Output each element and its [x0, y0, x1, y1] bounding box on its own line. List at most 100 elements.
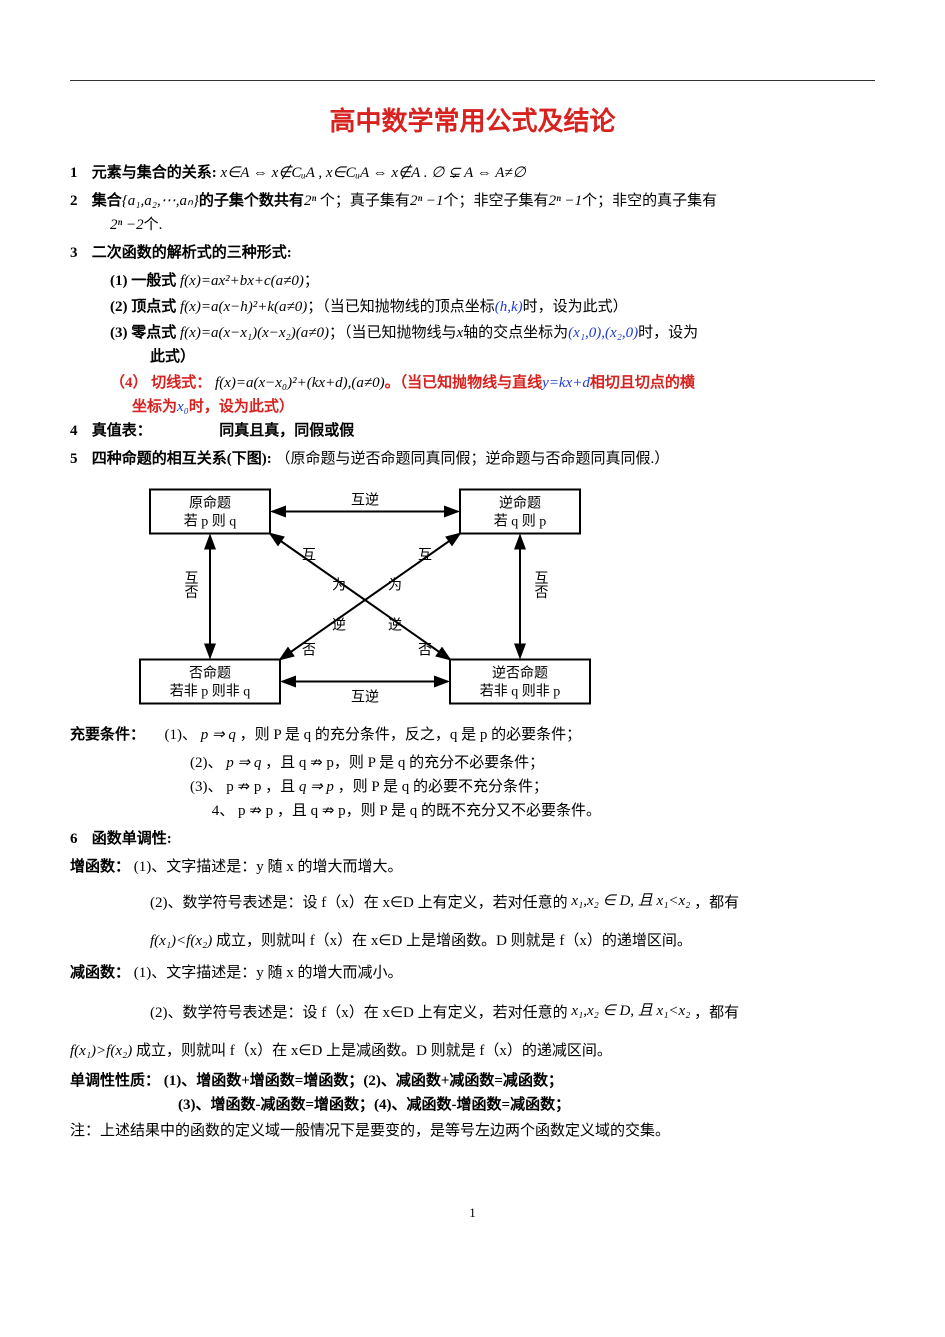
s3p2-coord: (h,k): [495, 299, 523, 315]
svg-text:逆否命题: 逆否命题: [492, 664, 548, 681]
s3p4-n: （4）: [110, 375, 148, 391]
svg-text:互逆: 互逆: [351, 492, 379, 508]
sec2-t3: 个；非空子集有: [444, 193, 549, 209]
dec-p3: f(x₁)>f(x₂) 成立，则就叫 f（x）在 x∈D 上是减函数。D 则就是…: [70, 1039, 875, 1063]
dec-p2e: x₁,x₂ ∈ D, 且 x₁<x₂: [571, 1003, 690, 1019]
sec2-e1: 2ⁿ: [304, 193, 316, 209]
dec-label: 减函数：: [70, 965, 130, 981]
sec3-p4: （4） 切线式： f(x)=a(x−x₀)²+(kx+d),(a≠0)。（当已知…: [70, 371, 875, 419]
sec5-paren: (下图):: [227, 451, 272, 467]
svg-text:若 q 则 p: 若 q 则 p: [494, 513, 547, 529]
sec4-text: 同真且真，同假或假: [219, 423, 354, 439]
sec2-line2: 2ⁿ −2个.: [70, 213, 875, 237]
cond-l3n: (3)、: [190, 779, 223, 795]
s3p2-n: (2): [110, 299, 128, 315]
svg-text:原命题: 原命题: [189, 494, 231, 511]
sec5-label: 四种命题的相互关系: [92, 451, 227, 467]
s3p3-name: 零点式: [131, 325, 176, 341]
svg-text:若非 p 则非 q: 若非 p 则非 q: [170, 683, 251, 699]
cond-l1t: ，则 P 是 q 的充分条件，反之，q 是 p 的必要条件；: [240, 727, 582, 743]
s3p3-expr: f(x)=a(x−x₁)(x−x₂)(a≠0): [180, 325, 329, 341]
sec5-num: 5: [70, 447, 88, 471]
inc-p3t: 成立，则就叫 f（x）在 x∈D 上是增函数。D 则就是 f（x）的递增区间。: [216, 933, 692, 949]
proposition-diagram: 原命题 若 p 则 q 逆命题 若 q 则 p 否命题 若非 p 则非 q 逆否…: [130, 477, 610, 717]
node-original: 原命题 若 p 则 q: [150, 489, 270, 533]
sec1-label: 元素与集合的关系:: [92, 165, 217, 181]
svg-text:否命题: 否命题: [189, 664, 231, 681]
section-6: 6 函数单调性:: [70, 827, 875, 851]
svg-text:逆: 逆: [388, 617, 402, 633]
inc-p2b: ，都有: [694, 895, 739, 911]
s3p3-tail: ；（当已知抛物线与: [329, 325, 457, 341]
cond-head: 充要条件：: [70, 727, 145, 743]
cond-l3e2: q ⇒ p: [299, 779, 334, 795]
s3p2-tail: ；（当已知抛物线的顶点坐标: [307, 299, 495, 315]
svg-text:互: 互: [418, 548, 432, 563]
svg-text:互否: 互否: [533, 570, 549, 598]
s3p4-expr: f(x)=a(x−x₀)²+(kx+d),(a≠0): [215, 375, 385, 391]
svg-text:若非 q 则非 p: 若非 q 则非 p: [480, 683, 561, 699]
cond-l4t: ，且 q ⇏ p，则 P 是 q 的既不充分又不必要条件。: [277, 803, 601, 819]
prop-label: 单调性性质：: [70, 1073, 160, 1089]
sec3-head: 二次函数的解析式的三种形式:: [92, 245, 292, 261]
inc-p2a: (2)、数学符号表述是：设 f（x）在 x∈D 上有定义，若对任意的: [150, 895, 568, 911]
s3p4-tail4: 时，设为此式）: [189, 399, 294, 415]
svg-text:互: 互: [302, 548, 316, 563]
sec2-t4: 个；非空的真子集有: [582, 193, 717, 209]
sec3-p2: (2) 顶点式 f(x)=a(x−h)²+k(a≠0)；（当已知抛物线的顶点坐标…: [70, 295, 875, 319]
cond-l2: (2)、 p ⇒ q ，且 q ⇏ p，则 P 是 q 的充分不必要条件；: [70, 751, 875, 775]
node-converse: 逆命题 若 q 则 p: [460, 489, 580, 533]
s3p2-tail2: 时，设为此式）: [523, 299, 628, 315]
s3p2-expr: f(x)=a(x−h)²+k(a≠0): [180, 299, 307, 315]
svg-text:逆命题: 逆命题: [499, 494, 541, 511]
cond-l4n: 4、: [212, 803, 235, 819]
svg-text:互否: 互否: [183, 570, 199, 598]
sec2-l2a: 2ⁿ −2: [110, 217, 144, 233]
dec-p3e: f(x₁)>f(x₂): [70, 1043, 132, 1059]
cond-l1e: p ⇒ q: [201, 727, 236, 743]
s3p3-tail4: 此式）: [150, 349, 195, 365]
header-rule: [70, 80, 875, 81]
section-2: 2 集合{a₁,a₂,⋯,aₙ}的子集个数共有2ⁿ 个；真子集有2ⁿ −1个；非…: [70, 189, 875, 237]
cond-l2e: p ⇒ q: [226, 755, 261, 771]
page-title: 高中数学常用公式及结论: [70, 101, 875, 143]
s3p3-n: (3): [110, 325, 128, 341]
cond-l3: (3)、 p ⇏ p ，且 q ⇒ p ，则 P 是 q 的必要不充分条件；: [70, 775, 875, 799]
mono-prop: 单调性性质： (1)、增函数+增函数=增函数；(2)、减函数+减函数=减函数；: [70, 1069, 875, 1093]
s3p4-l2: 坐标为x₀时，设为此式）: [110, 395, 875, 419]
s3p3-tail4w: 此式）: [110, 345, 875, 369]
sec6-num: 6: [70, 827, 88, 851]
node-inverse: 否命题 若非 p 则非 q: [140, 659, 280, 703]
sec2-set: {a₁,a₂,⋯,aₙ}: [122, 193, 199, 209]
s3p4-tail2: 相切且切点的横: [590, 375, 695, 391]
s3p1-n: (1): [110, 273, 128, 289]
cond-l4: 4、 p ⇏ p ，且 q ⇏ p，则 P 是 q 的既不充分又不必要条件。: [70, 799, 875, 823]
node-contrapositive: 逆否命题 若非 q 则非 p: [450, 659, 590, 703]
sec6-head: 函数单调性:: [92, 831, 172, 847]
sec2-pre: 集合: [92, 193, 122, 209]
prop-l1: (1)、增函数+增函数=增函数；(2)、减函数+减函数=减函数；: [164, 1073, 563, 1089]
sec2-t1: 的子集个数共有: [199, 193, 304, 209]
s3p3-tail2: 轴的交点坐标为: [463, 325, 568, 341]
svg-text:否: 否: [418, 643, 432, 658]
s3p4-line: y=kx+d: [542, 375, 590, 391]
cond-l3e: p ⇏ p: [226, 779, 261, 795]
sec3-p1: (1) 一般式 f(x)=ax²+bx+c(a≠0)；: [70, 269, 875, 293]
inc-p1: (1)、文字描述是：y 随 x 的增大而增大。: [134, 859, 403, 875]
sec4-num: 4: [70, 419, 88, 443]
inc-p2e: x₁,x₂ ∈ D, 且 x₁<x₂: [571, 893, 690, 909]
section-3: 3 二次函数的解析式的三种形式:: [70, 241, 875, 265]
s3p1-expr: f(x)=ax²+bx+c(a≠0): [180, 273, 304, 289]
sec2-e2: 2ⁿ −1: [410, 193, 444, 209]
sufficient-necessary: 充要条件： (1)、 p ⇒ q ，则 P 是 q 的充分条件，反之，q 是 p…: [70, 723, 875, 747]
sec1-num: 1: [70, 161, 88, 185]
cond-l3m: ，且: [265, 779, 295, 795]
dec-p1: (1)、文字描述是：y 随 x 的增大而减小。: [134, 965, 403, 981]
sec5-note: （原命题与逆否命题同真同假；逆命题与否命题同真同假.）: [276, 451, 670, 467]
inc-p2: (2)、数学符号表述是：设 f（x）在 x∈D 上有定义，若对任意的 x₁,x₂…: [70, 889, 875, 915]
prop-l2: (3)、增函数-减函数=增函数；(4)、减函数-增函数=减函数；: [70, 1093, 875, 1117]
sec1-expr: x∈A ⇔ x∉CᵤA , x∈CᵤA ⇔ x∉A . ∅ ⊊ A ⇔ A≠∅: [221, 165, 526, 181]
dec-p2a: (2)、数学符号表述是：设 f（x）在 x∈D 上有定义，若对任意的: [150, 1005, 568, 1021]
inc-p3e: f(x₁)<f(x₂): [150, 933, 212, 949]
sec3-p3: (3) 零点式 f(x)=a(x−x₁)(x−x₂)(a≠0)；（当已知抛物线与…: [70, 321, 875, 369]
